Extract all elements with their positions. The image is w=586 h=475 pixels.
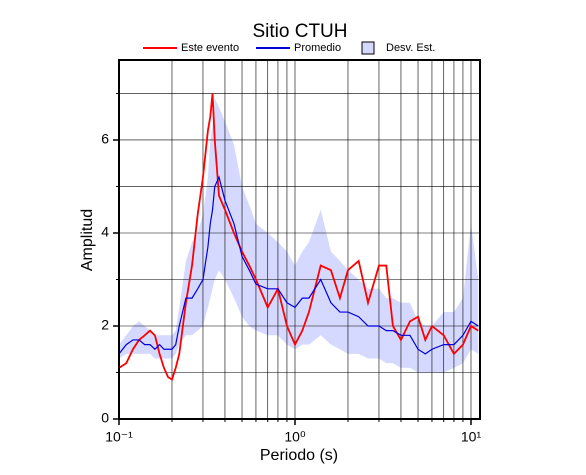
x-tick-label: 10¹ (461, 429, 482, 445)
std-band (119, 98, 479, 373)
legend-label: Este evento (181, 42, 239, 54)
series-line (118, 175, 479, 355)
x-tick-label: 10⁻¹ (105, 429, 133, 445)
y-axis-label: Amplitud (79, 209, 96, 271)
series-line (118, 93, 479, 381)
y-tick-label: 6 (101, 131, 109, 147)
x-axis-label: Periodo (s) (260, 447, 338, 464)
x-tick-label: 10⁰ (284, 429, 306, 445)
legend-label: Promedio (294, 42, 341, 54)
y-tick-label: 2 (101, 317, 109, 333)
legend-label: Desv. Est. (386, 42, 435, 54)
legend-swatch (361, 41, 375, 55)
y-tick-label: 4 (101, 224, 109, 240)
chart-title: Sitio CTUH (252, 21, 347, 42)
y-tick-label: 0 (101, 410, 109, 426)
plot-frame (118, 59, 481, 420)
